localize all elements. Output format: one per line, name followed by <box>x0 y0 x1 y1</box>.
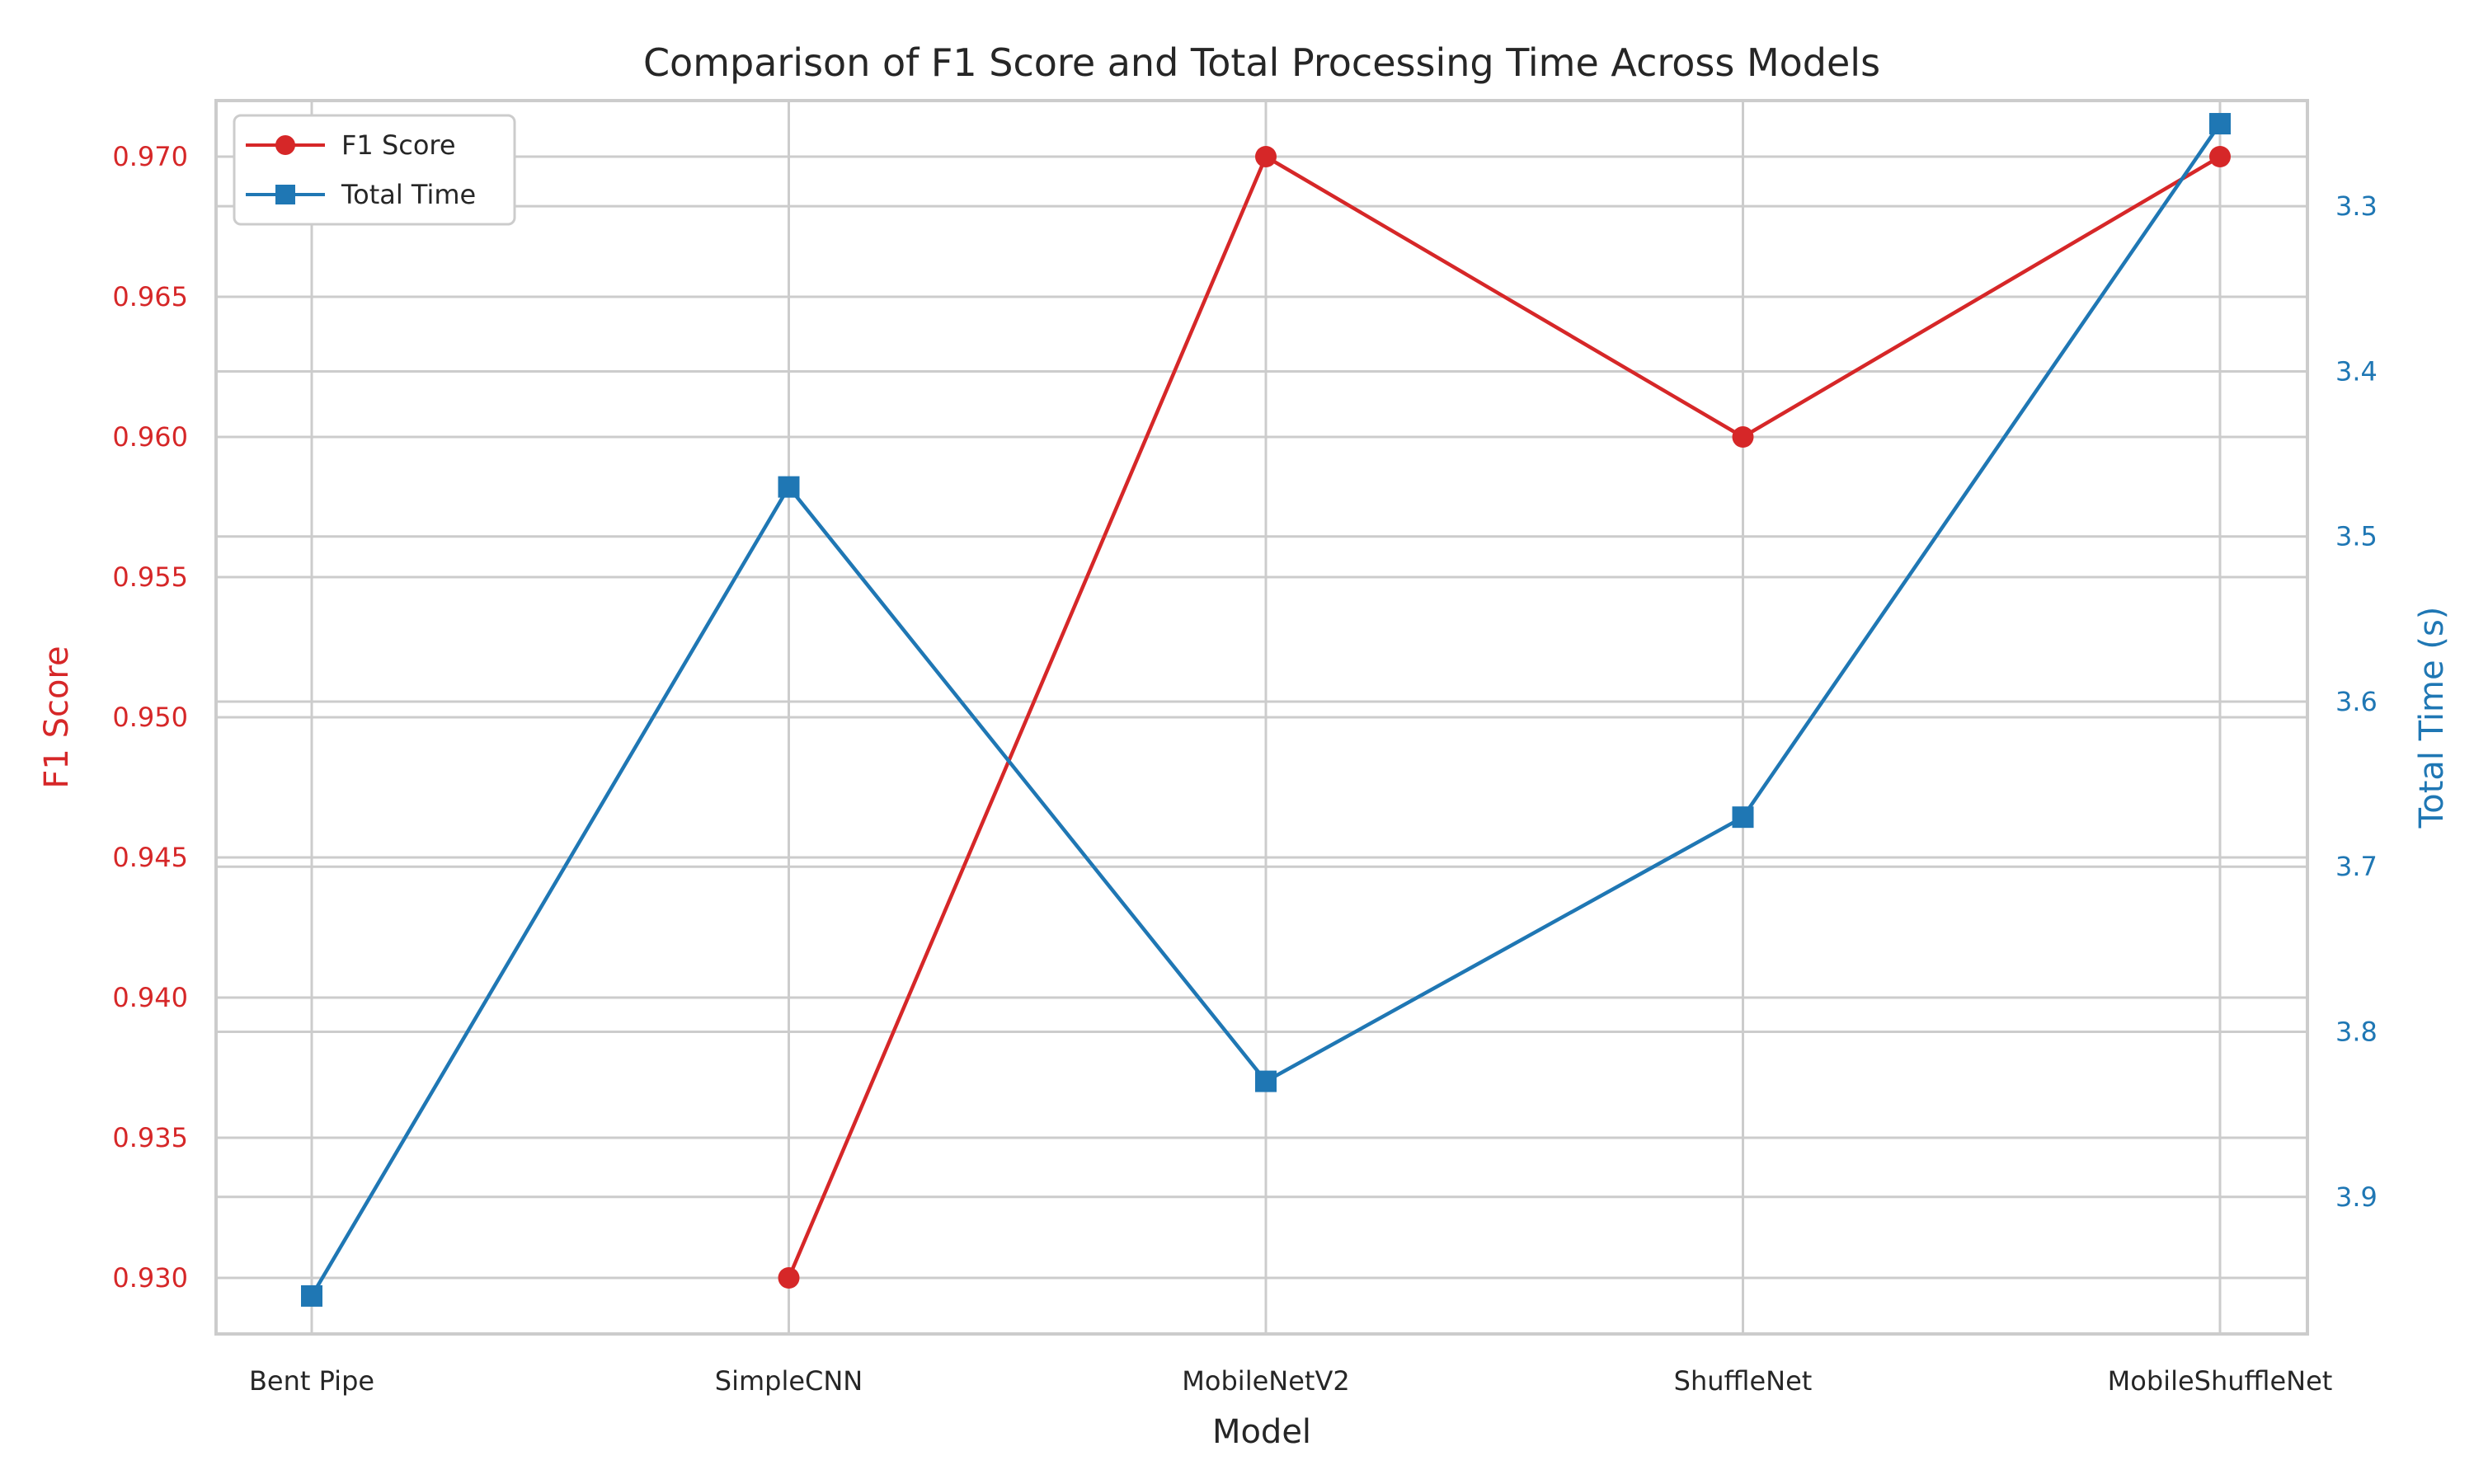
left-tick-label: 0.965 <box>112 281 188 312</box>
data-point-f1-score <box>2209 146 2231 167</box>
data-point-f1-score <box>1732 426 1754 448</box>
right-tick-label: 3.8 <box>2335 1017 2378 1048</box>
data-point-f1-score <box>778 1267 800 1289</box>
left-tick-label: 0.955 <box>112 561 188 593</box>
right-tick-label: 3.9 <box>2335 1181 2378 1213</box>
data-point-total-time <box>1255 1070 1277 1092</box>
right-tick-label: 3.6 <box>2335 686 2378 717</box>
left-axis-label: F1 Score <box>38 646 76 788</box>
x-tick-label: MobileNetV2 <box>1182 1365 1349 1397</box>
legend-entry-total-time: Total Time <box>246 179 476 210</box>
right-tick-label: 3.5 <box>2335 521 2378 552</box>
x-tick-label: Bent Pipe <box>249 1365 374 1397</box>
left-tick-label: 0.960 <box>112 421 188 453</box>
data-point-total-time <box>301 1284 322 1307</box>
left-tick-label: 0.945 <box>112 842 188 873</box>
left-tick-label: 0.970 <box>112 141 188 172</box>
data-point-total-time <box>2209 113 2231 135</box>
series-line-f1-score <box>787 153 2222 1279</box>
legend-label-f1: F1 Score <box>341 129 456 161</box>
right-axis-label: Total Time (s) <box>2413 607 2451 829</box>
right-tick-label: 3.7 <box>2335 851 2378 882</box>
x-tick-label: ShuffleNet <box>1674 1365 1813 1397</box>
right-tick-label: 3.3 <box>2335 190 2378 222</box>
left-tick-label: 0.950 <box>112 702 188 733</box>
legend: F1 Score Total Time <box>233 114 516 226</box>
x-tick-label: SimpleCNN <box>715 1365 863 1397</box>
tick-labels: Bent Pipe SimpleCNN MobileNetV2 ShuffleNet M… <box>112 141 2378 1397</box>
series-layer <box>301 113 2231 1307</box>
x-axis-label: Model <box>1212 1413 1311 1451</box>
left-tick-label: 0.935 <box>112 1122 188 1153</box>
legend-marker-total-time <box>275 185 295 204</box>
legend-label-total-time: Total Time <box>341 179 476 210</box>
data-point-total-time <box>778 476 800 498</box>
legend-entry-f1: F1 Score <box>246 129 456 161</box>
legend-marker-f1 <box>275 135 295 155</box>
plot-frame <box>214 99 2309 1336</box>
legend-box <box>233 114 516 226</box>
grid-lines <box>216 101 2307 1334</box>
chart-title: Comparison of F1 Score and Total Process… <box>643 40 1880 85</box>
right-tick-label: 3.4 <box>2335 355 2378 387</box>
data-point-total-time <box>1732 806 1754 829</box>
left-tick-label: 0.930 <box>112 1262 188 1294</box>
data-point-f1-score <box>1255 146 1277 167</box>
x-tick-label: MobileShuffleNet <box>2108 1365 2333 1397</box>
left-tick-label: 0.940 <box>112 982 188 1013</box>
